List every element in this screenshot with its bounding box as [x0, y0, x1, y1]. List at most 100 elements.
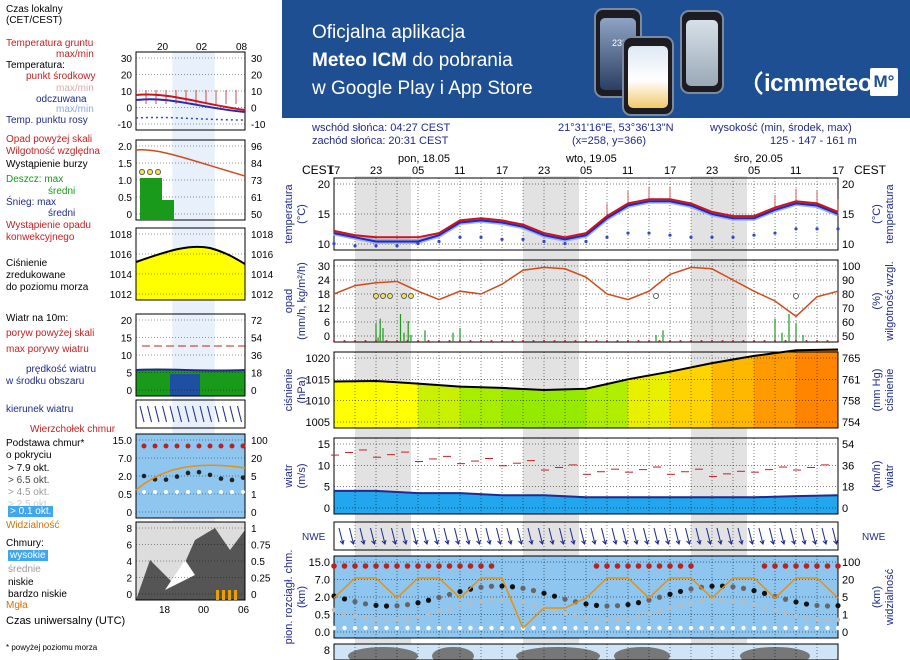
pres-axis-l-3: 1005: [306, 417, 330, 429]
wind-arrowhead-31: [549, 539, 555, 545]
prec-left-title: opad: [283, 289, 295, 313]
pres-left-unit: (hPa): [296, 377, 308, 404]
legend-wind-axis-r-3: 18: [251, 369, 263, 380]
cloud-top-dot-42: [625, 563, 631, 569]
cloud-top-dot-10.5: [404, 563, 411, 569]
storm-marker-1: [380, 293, 386, 299]
pressure-fill-4: [502, 387, 544, 428]
wind-arrowhead-19: [465, 539, 471, 545]
wind-axis-r-0: 54: [842, 439, 854, 451]
cb-axis-r-3: 1: [842, 610, 848, 622]
wind-arrow-19: [464, 527, 470, 545]
conv-dot-6: [375, 340, 377, 342]
cb-axis-r-4: 0: [842, 627, 848, 639]
legend-temp-line: [135, 93, 246, 111]
dew-point-dot-18: [710, 235, 714, 239]
cloud-base-dot-c-60: [751, 625, 757, 631]
cloud-base-dot-67.5: [803, 601, 810, 607]
legend-okt-5: > 0.1 okt.: [8, 506, 54, 517]
cloud-base-dot-c-49.5: [678, 625, 683, 631]
wind-right-unit: wiatr: [884, 464, 896, 489]
cloud-base-dot-b-70.5: [825, 617, 830, 623]
wind-arrow-2.5: [349, 527, 354, 545]
cloud-base-dot-b-12: [415, 614, 421, 619]
wind-arrow-52: [695, 527, 701, 545]
hour-tick-3: 11: [454, 165, 465, 177]
legend-temp-axis-r-4: -10: [251, 120, 266, 131]
cloud-base-dot-c-16.5: [447, 625, 452, 631]
legend-precip-above: Opad powyżej skali: [6, 134, 93, 145]
pressure-fill-1: [376, 381, 418, 428]
cloud-top-dot-61.5: [761, 563, 768, 569]
wind-arrow-49: [674, 527, 680, 545]
wind-arrow-53.5: [706, 527, 711, 545]
cloud-base-dot-46.5: [656, 594, 663, 600]
wind-arrow-55: [716, 527, 722, 545]
wind-arrowhead-56.5: [728, 539, 733, 545]
cb-axis-r-1: 20: [842, 575, 854, 587]
conv-dot-15: [438, 340, 440, 342]
cloud-base-dot-9: [394, 603, 400, 609]
wind-arrowhead-7: [381, 539, 387, 545]
cloud-top-dot-9: [394, 563, 400, 569]
cloud-base-dot-72: [835, 603, 841, 609]
cloud-top-dot-39: [604, 563, 610, 569]
cloud-top-dot-7.5: [383, 563, 390, 569]
legend-clouds-high: wysokie: [8, 550, 48, 561]
hour-tick-8: 17: [664, 165, 676, 177]
dew-point-dot-6: [458, 235, 462, 239]
legend-pres-axis-l-2: 1014: [110, 270, 133, 281]
wind-arrowhead-10: [402, 539, 408, 545]
conv-dot-9: [396, 340, 398, 342]
cb-right-unit: widzialność: [884, 568, 896, 626]
legend-wind-speed-2: w środku obszaru: [6, 376, 85, 387]
wind-axis-r-2: 18: [842, 482, 854, 494]
cloud-base-dot-c-28.5: [531, 625, 536, 631]
conv-dot-63: [774, 340, 776, 342]
cloud-base-dot-c-6: [373, 625, 379, 631]
conv-dot-34.5: [574, 340, 577, 342]
conv-dot-31.5: [553, 340, 556, 342]
cloud-base-dot-c-63: [772, 625, 778, 631]
banner-line-2-bold: Meteo ICM: [312, 50, 407, 71]
legend-max-min-2: max/min: [56, 104, 94, 115]
dew-point-dot-17: [689, 235, 693, 239]
legend-clouds-very-low: bardzo niskie: [8, 589, 67, 600]
cloud-base-dot-b-45: [646, 611, 652, 617]
dew-point-dot-22: [794, 227, 798, 231]
cloud-top-dot-49.5: [677, 563, 684, 569]
legend-dir-arrow-12: [229, 405, 235, 423]
legend-wind10: Wiatr na 10m:: [6, 313, 69, 324]
legend-cl-axis-r-1: 0.75: [251, 541, 271, 552]
logo-swoosh-icon: [754, 71, 763, 95]
cloud-base-dot-c-37.5: [594, 625, 599, 631]
sunrise: wschód słońca: 04:27 CEST: [312, 122, 451, 134]
cloud-base-dot-33: [562, 596, 568, 602]
app-banner[interactable]: Oficjalna aplikacja Meteo ICM do pobrani…: [282, 0, 910, 118]
cloud-top-dot-69: [814, 563, 820, 569]
conv-dot-45: [648, 340, 650, 342]
conv-dot-22.5: [490, 340, 493, 342]
legend-dir-arrow-8: [199, 405, 205, 423]
cloud-base-dot-b-16.5: [447, 606, 452, 611]
height-label: wysokość (min, środek, max): [710, 122, 852, 134]
conv-dot-37.5: [595, 340, 598, 342]
wind-arrowhead-16: [444, 539, 450, 545]
legend-cb-white-2: [164, 490, 168, 494]
cloud-base-dot-70.5: [824, 603, 831, 609]
legend-fog: Mgła: [6, 600, 28, 611]
legend-rain-fill: [140, 178, 162, 220]
wind-arrow-14.5: [433, 527, 438, 545]
legend-cb-top-9: [240, 443, 246, 449]
legend-cb-white-0: [142, 490, 146, 494]
cloud-base-dot-c-22.5: [489, 625, 494, 631]
legend-graphics: 3020100-103020100-102.01.51.00.509684736…: [110, 51, 274, 601]
cloud-base-dot-3: [352, 599, 358, 605]
cloud-base-dot-c-15: [436, 625, 442, 631]
legend-pres-axis-r-3: 1012: [251, 290, 274, 301]
hour-tick-10: 05: [748, 165, 760, 177]
cloud-base-dot-b-64.5: [783, 611, 788, 616]
legend-cb-dot-9: [240, 475, 246, 480]
pressure-fill-5: [544, 388, 586, 428]
